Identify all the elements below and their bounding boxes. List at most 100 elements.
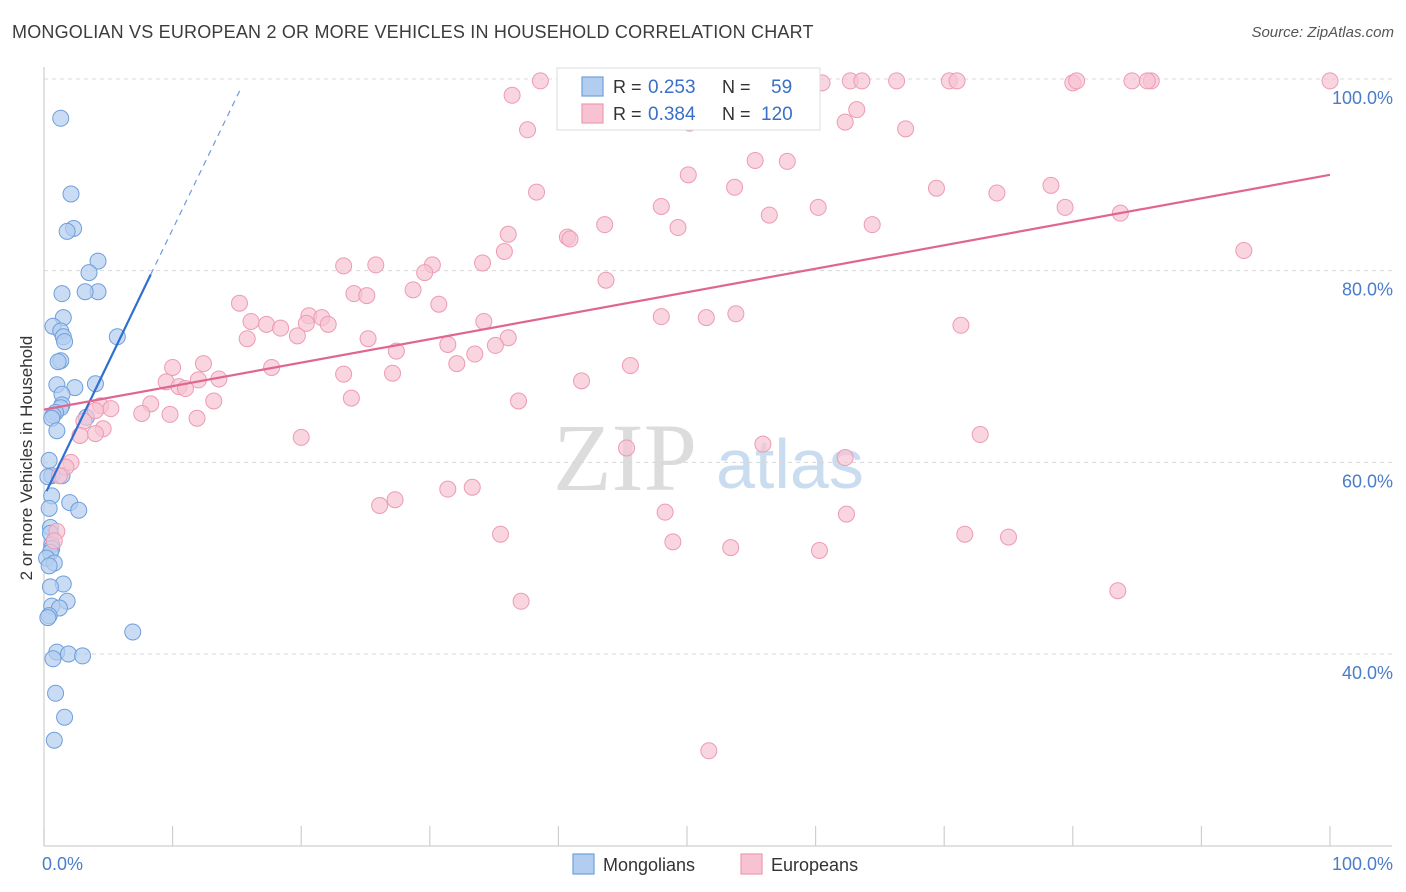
stats-legend: R = 0.253 N = 59 R = 0.384 N = 120 bbox=[556, 67, 821, 131]
european-point bbox=[1068, 72, 1086, 90]
european-point bbox=[387, 342, 405, 360]
european-point bbox=[596, 216, 614, 234]
european-point bbox=[778, 152, 796, 170]
european-point bbox=[1000, 528, 1017, 546]
european-point bbox=[722, 539, 740, 557]
european-point bbox=[164, 358, 182, 376]
mongolian-point bbox=[41, 578, 59, 596]
european-point bbox=[474, 254, 492, 272]
european-point bbox=[746, 151, 764, 169]
bottom-legend-swatch-mongolians bbox=[572, 853, 595, 875]
mongolian-point bbox=[62, 185, 80, 203]
european-point bbox=[242, 312, 260, 330]
legend-r-label-europeans: R = bbox=[613, 104, 642, 124]
bottom-legend-swatch-europeans bbox=[740, 853, 763, 875]
trend-lines bbox=[43, 88, 1331, 492]
european-point bbox=[754, 435, 772, 453]
european-point bbox=[561, 230, 579, 248]
european-point bbox=[726, 178, 744, 196]
y-tick-label: 60.0% bbox=[1342, 471, 1393, 491]
european-point bbox=[1109, 582, 1127, 600]
european-point bbox=[288, 327, 306, 345]
european-point bbox=[161, 405, 179, 423]
european-point bbox=[760, 206, 778, 224]
legend-n-value-mongolians: 59 bbox=[771, 77, 792, 98]
european-point bbox=[888, 72, 906, 90]
european-point bbox=[238, 330, 256, 348]
european-point bbox=[1138, 72, 1156, 90]
european-point bbox=[492, 525, 510, 543]
european-point bbox=[133, 404, 151, 422]
european-point bbox=[836, 449, 854, 467]
mongolian-point bbox=[53, 285, 71, 303]
european-point bbox=[297, 314, 315, 332]
european-point bbox=[86, 425, 104, 443]
mongolian-point bbox=[48, 422, 66, 440]
bottom-legend-europeans: Europeans bbox=[771, 855, 858, 875]
chart-title: MONGOLIAN VS EUROPEAN 2 OR MORE VEHICLES… bbox=[12, 22, 814, 42]
y-tick-label: 80.0% bbox=[1342, 280, 1393, 300]
european-point bbox=[319, 315, 337, 333]
european-point bbox=[863, 216, 881, 234]
european-point bbox=[463, 478, 481, 496]
european-point bbox=[956, 525, 974, 543]
european-point bbox=[1042, 176, 1060, 194]
european-point bbox=[257, 315, 275, 333]
mongolian-point bbox=[124, 623, 142, 641]
european-point bbox=[1321, 72, 1339, 90]
mongolian-point bbox=[44, 650, 62, 668]
european-point bbox=[371, 496, 389, 514]
y-tick-label: 100.0% bbox=[1332, 88, 1393, 108]
european-point bbox=[486, 336, 504, 354]
european-point bbox=[618, 439, 636, 457]
legend-swatch-mongolians bbox=[581, 76, 604, 97]
legend-r-label-mongolians: R = bbox=[613, 77, 642, 97]
mongolian-point bbox=[40, 499, 58, 517]
european-point bbox=[439, 335, 457, 353]
european-point bbox=[335, 257, 353, 275]
mongolian-point bbox=[89, 252, 107, 270]
european-point bbox=[188, 409, 206, 427]
european-point bbox=[512, 592, 530, 610]
european-point bbox=[292, 428, 310, 446]
european-point bbox=[416, 264, 434, 282]
european-point bbox=[86, 402, 104, 420]
european-point bbox=[448, 355, 466, 373]
y-axis-label: 2 or more Vehicles in Household bbox=[17, 336, 36, 581]
european-point bbox=[1123, 72, 1141, 90]
european-point bbox=[194, 355, 212, 373]
legend-r-value-mongolians: 0.253 bbox=[648, 77, 696, 98]
european-point bbox=[335, 365, 353, 383]
european-point bbox=[597, 271, 615, 289]
european-point bbox=[1056, 198, 1074, 216]
mongolian-point bbox=[80, 264, 98, 282]
european-point bbox=[897, 120, 915, 138]
european-point bbox=[45, 532, 63, 550]
european-point bbox=[837, 505, 855, 523]
european-point bbox=[404, 281, 422, 299]
european-point bbox=[853, 72, 871, 90]
european-point bbox=[367, 256, 385, 274]
european-point bbox=[384, 364, 402, 382]
x-tick-label: 100.0% bbox=[1332, 854, 1393, 874]
legend-n-label-europeans: N = bbox=[722, 104, 751, 124]
mongolian-point bbox=[74, 647, 92, 665]
watermark-zip: ZIP bbox=[553, 404, 697, 511]
european-point bbox=[669, 219, 687, 237]
european-point bbox=[230, 294, 248, 312]
mongolian-point bbox=[40, 451, 58, 469]
mongolian-point bbox=[39, 609, 57, 627]
mongolian-point bbox=[52, 109, 70, 127]
european-point bbox=[519, 121, 537, 139]
legend-n-value-europeans: 120 bbox=[761, 104, 793, 125]
mongolian-trend-line bbox=[45, 274, 152, 492]
european-point bbox=[664, 533, 682, 551]
european-point bbox=[952, 316, 970, 334]
european-point bbox=[573, 372, 591, 390]
european-point bbox=[679, 166, 697, 184]
european-point bbox=[727, 305, 745, 323]
mongolian-point bbox=[45, 731, 63, 749]
european-point bbox=[656, 503, 674, 521]
european-point bbox=[988, 184, 1006, 202]
